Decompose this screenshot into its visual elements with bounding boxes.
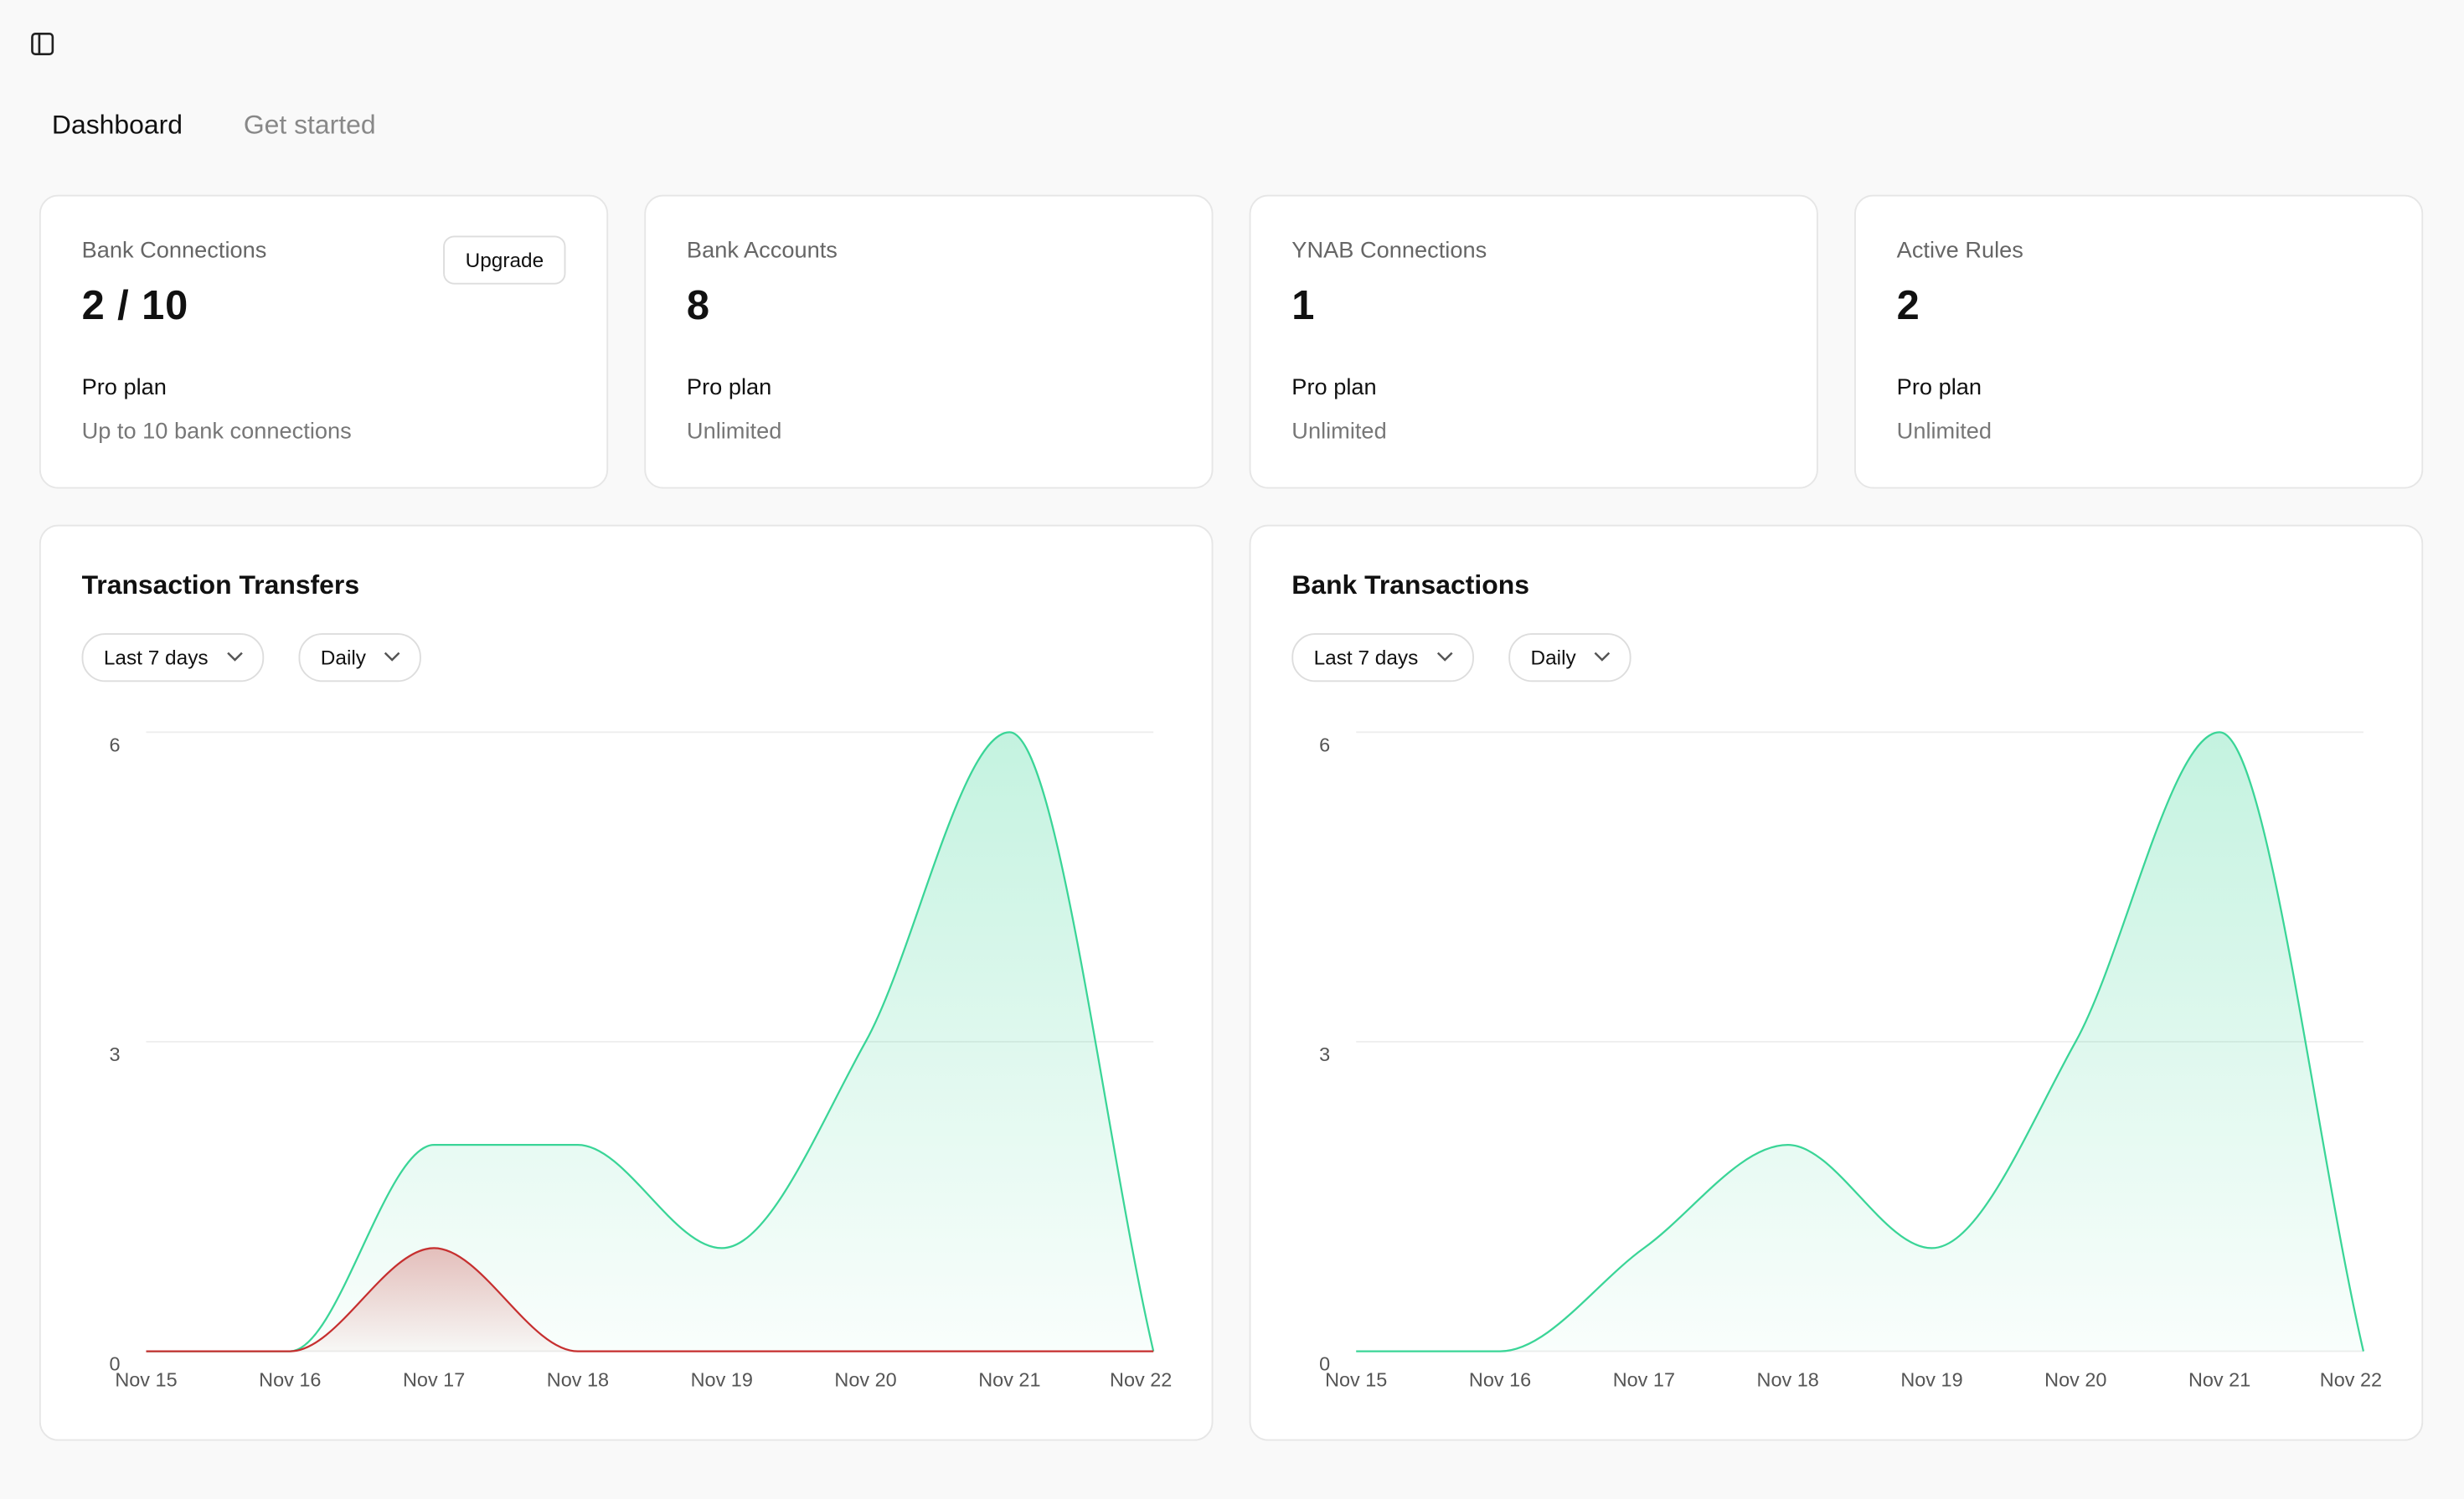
- stat-value: 2 / 10: [81, 281, 189, 329]
- chevron-icon: [384, 652, 400, 662]
- plan-detail: Unlimited: [686, 419, 782, 445]
- y-tick-label: 6: [109, 734, 120, 755]
- filter-label: Last 7 days: [103, 646, 209, 670]
- x-tick-label: Nov 20: [834, 1368, 896, 1390]
- plan-name: Pro plan: [1291, 375, 1377, 401]
- plan-name: Pro plan: [1896, 375, 1982, 401]
- y-tick-label: 6: [1319, 734, 1330, 755]
- y-tick-label: 0: [1319, 1353, 1330, 1375]
- area-fill: [146, 1248, 1154, 1352]
- x-tick-label: Nov 16: [1469, 1368, 1531, 1390]
- stat-card: YNAB Connections 1 Pro plan Unlimited: [1249, 194, 1818, 489]
- x-tick-label: Nov 15: [115, 1368, 177, 1390]
- y-tick-label: 0: [109, 1353, 120, 1375]
- filter-dropdown[interactable]: Last 7 days: [81, 633, 264, 683]
- stat-label: YNAB Connections: [1291, 239, 1487, 265]
- filter-dropdown[interactable]: Last 7 days: [1291, 633, 1474, 683]
- x-tick-label: Nov 21: [2188, 1368, 2250, 1390]
- x-tick-label: Nov 17: [1613, 1368, 1675, 1390]
- chevron: [1594, 652, 1610, 662]
- stat-value: 8: [686, 281, 711, 329]
- chevron: [384, 652, 400, 662]
- x-tick-label: Nov 18: [547, 1368, 609, 1390]
- plan-detail: Up to 10 bank connections: [81, 419, 352, 445]
- area-line: [146, 731, 1155, 1352]
- plan-detail: Unlimited: [1291, 419, 1387, 445]
- area-fill: [1356, 732, 2363, 1352]
- stat-label: Bank Connections: [81, 239, 267, 265]
- x-tick-label: Nov 20: [2044, 1368, 2106, 1390]
- plan-detail: Unlimited: [1896, 419, 1992, 445]
- stat-card: Bank Connections 2 / 10 Pro plan Up to 10 b…: [39, 194, 609, 489]
- chevron-icon: [1436, 652, 1452, 662]
- x-tick-label: Nov 15: [1325, 1368, 1387, 1390]
- y-tick-label: 3: [109, 1043, 120, 1065]
- area-line: [146, 1247, 1154, 1352]
- sidebar-toggle[interactable]: [30, 32, 55, 57]
- plan-name: Pro plan: [686, 375, 772, 401]
- area-fill: [146, 732, 1154, 1352]
- filter-label: Daily: [1530, 646, 1576, 670]
- x-tick-label: Nov 18: [1757, 1368, 1819, 1390]
- area-line: [1356, 731, 2365, 1352]
- upgrade-button[interactable]: Upgrade: [443, 235, 566, 285]
- stat-value: 1: [1291, 281, 1316, 329]
- stat-label: Active Rules: [1896, 239, 2023, 265]
- chart-title: Bank Transactions: [1291, 570, 1529, 600]
- chevron: [1436, 652, 1452, 662]
- stat-card: Bank Accounts 8 Pro plan Unlimited: [644, 194, 1214, 489]
- chart-title: Transaction Transfers: [81, 570, 360, 600]
- x-tick-label: Nov 22: [2320, 1368, 2382, 1390]
- chart: 0 3 6 Nov 15 Nov 16 Nov 17 Nov 18 Nov 19 Nov 20 N…: [109, 731, 1172, 1390]
- x-tick-label: Nov 22: [1110, 1368, 1172, 1390]
- x-tick-label: Nov 21: [978, 1368, 1040, 1390]
- stat-card: Active Rules 2 Pro plan Unlimited: [1854, 194, 2424, 489]
- filter-label: Daily: [320, 646, 366, 670]
- chevron-icon: [226, 652, 242, 662]
- x-tick-label: Nov 19: [1900, 1368, 1962, 1390]
- chart-card: 0 3 6 Nov 15 Nov 16 Nov 17 Nov 18 Nov 19 Nov 20 N…: [1249, 524, 2424, 1441]
- chevron-icon: [1594, 652, 1610, 662]
- chart: 0 3 6 Nov 15 Nov 16 Nov 17 Nov 18 Nov 19 Nov 20 N…: [1319, 731, 2382, 1390]
- nav-tab[interactable]: Get started: [243, 110, 376, 140]
- filter-label: Last 7 days: [1313, 646, 1419, 670]
- chevron: [226, 652, 242, 662]
- plan-name: Pro plan: [81, 375, 167, 401]
- filter-dropdown[interactable]: Daily: [298, 633, 421, 683]
- chart-card: 0 3 6 Nov 15 Nov 16 Nov 17 Nov 18 Nov 19 Nov 20 N…: [39, 524, 1214, 1441]
- stat-label: Bank Accounts: [686, 239, 838, 265]
- filter-dropdown[interactable]: Daily: [1508, 633, 1631, 683]
- x-tick-label: Nov 16: [259, 1368, 321, 1390]
- x-tick-label: Nov 17: [403, 1368, 465, 1390]
- y-tick-label: 3: [1319, 1043, 1330, 1065]
- nav-tab[interactable]: Dashboard: [51, 110, 183, 140]
- stat-value: 2: [1896, 281, 1920, 329]
- x-tick-label: Nov 19: [691, 1368, 753, 1390]
